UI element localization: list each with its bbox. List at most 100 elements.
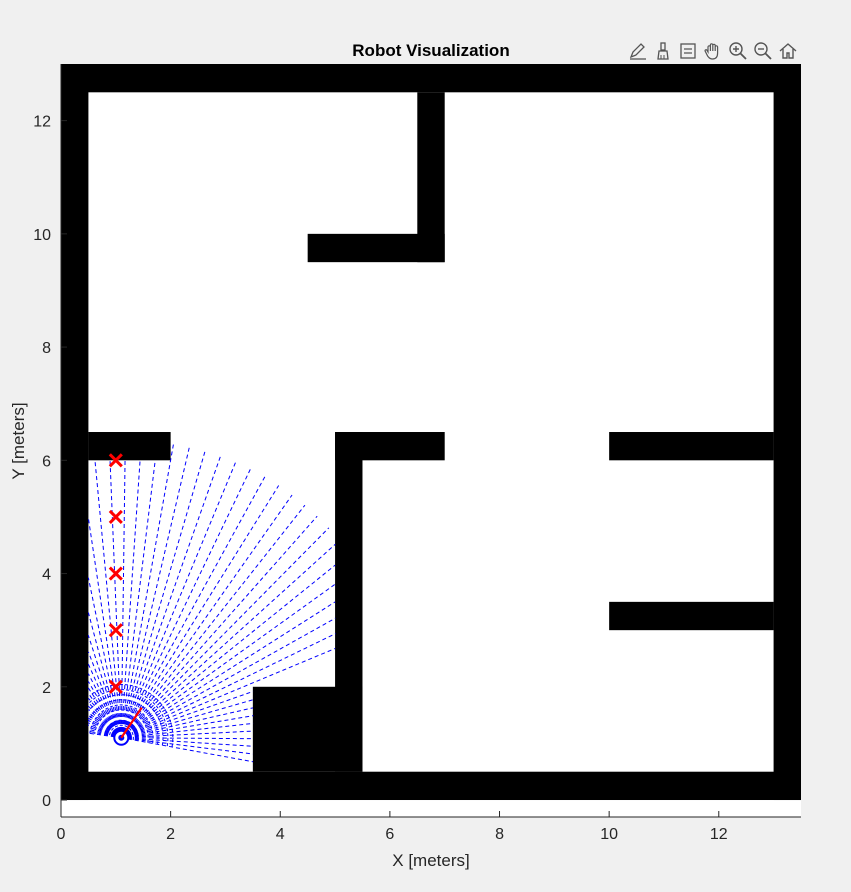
- lidar-ray: [125, 504, 306, 733]
- lidar-ray: [87, 730, 115, 737]
- lidar-ring: [88, 694, 164, 746]
- lidar-ring: [108, 724, 134, 740]
- robot-heading: [120, 706, 143, 739]
- lidar-ray: [88, 728, 116, 737]
- wall-upper-horizontal: [307, 233, 445, 263]
- lidar-ray: [127, 707, 254, 737]
- axes-toolbar: [627, 38, 799, 64]
- waypoint-x-stroke: [108, 679, 123, 694]
- lidar-ray: [125, 515, 318, 734]
- robot: [113, 706, 143, 746]
- pan-hand-icon[interactable]: [702, 40, 724, 62]
- lidar-ray: [87, 634, 120, 732]
- occupancy-map: [61, 64, 801, 801]
- lidar-ring: [88, 689, 169, 747]
- wall-right-lower-shelf: [609, 601, 774, 631]
- lidar-ray: [127, 722, 254, 738]
- lidar-ray: [87, 724, 116, 736]
- lidar-ray: [87, 663, 119, 732]
- figure-title: Robot Visualization: [352, 41, 509, 60]
- x-tick-label: 10: [600, 826, 618, 843]
- x-axis-label: X [meters]: [392, 851, 469, 870]
- axes: 0 2 4 6 8 10 12 0 2 4 6 8 10 12: [33, 64, 801, 843]
- waypoint-marker: [108, 679, 123, 694]
- lidar-ray: [127, 690, 254, 737]
- lidar-ray: [87, 719, 116, 736]
- lidar-ray: [87, 651, 120, 732]
- wall-left-shelf: [88, 432, 171, 461]
- lidar-ray: [126, 583, 336, 735]
- lidar-ray: [87, 697, 118, 733]
- waypoint-marker: [108, 453, 123, 468]
- y-tick-label: 0: [42, 793, 51, 810]
- zoom-out-icon[interactable]: [752, 40, 774, 62]
- lidar-ray: [127, 633, 336, 736]
- x-tick-label: 6: [385, 826, 394, 843]
- y-tick-label: 8: [42, 340, 51, 357]
- wall-left: [61, 64, 89, 801]
- lidar-ring: [89, 683, 174, 748]
- lidar-ray: [120, 459, 126, 731]
- lidar-ray: [121, 459, 141, 731]
- lidar-ray: [124, 494, 293, 733]
- x-tick-label: 0: [57, 826, 66, 843]
- block-bottom: [252, 686, 363, 772]
- y-tick-label: 4: [42, 567, 51, 584]
- wall-right-upper-shelf: [609, 432, 774, 461]
- lidar-ring: [88, 699, 159, 745]
- lidar-scan: [87, 442, 336, 763]
- lidar-ray: [127, 738, 254, 763]
- lidar-ray: [121, 460, 156, 732]
- brush-icon[interactable]: [652, 40, 674, 62]
- wall-right: [773, 64, 801, 801]
- y-tick-label: 6: [42, 453, 51, 470]
- lidar-ray: [127, 647, 336, 736]
- waypoint-x-stroke: [108, 453, 123, 468]
- wall-bottom: [61, 771, 801, 801]
- x-tick-label: 12: [710, 826, 728, 843]
- zoom-in-icon[interactable]: [727, 40, 749, 62]
- y-tick-label: 12: [33, 114, 51, 131]
- lidar-ray: [125, 543, 336, 734]
- lidar-ring: [104, 719, 139, 741]
- y-tick-label: 10: [33, 227, 51, 244]
- lidar-ray: [87, 681, 119, 733]
- lidar-ray: [125, 527, 330, 734]
- lidar-ray: [127, 699, 254, 737]
- lidar-ray: [126, 617, 336, 735]
- x-tick-label: 2: [166, 826, 175, 843]
- edit-plot-icon[interactable]: [627, 40, 649, 62]
- y-tick-label: 2: [42, 680, 51, 697]
- lidar-ray: [87, 722, 116, 736]
- wall-top: [61, 64, 801, 93]
- home-icon[interactable]: [777, 40, 799, 62]
- lidar-ring: [94, 709, 149, 743]
- lidar-ray: [126, 564, 336, 734]
- lidar-ray: [127, 715, 254, 738]
- lidar-ray: [87, 693, 118, 733]
- waypoint-x-stroke: [108, 623, 123, 638]
- lidar-ray: [88, 732, 115, 738]
- x-tick-label: 8: [495, 826, 504, 843]
- waypoint-x-stroke: [108, 509, 123, 524]
- waypoints: [108, 453, 123, 694]
- x-tick-label: 4: [276, 826, 285, 843]
- lidar-ray: [87, 687, 118, 733]
- lidar-ray: [87, 673, 119, 732]
- lidar-ray: [87, 717, 116, 735]
- lidar-ray: [87, 712, 117, 735]
- datatip-icon[interactable]: [677, 40, 699, 62]
- lidar-ray: [87, 577, 121, 732]
- waypoint-x-stroke: [108, 566, 123, 581]
- robot-body: [113, 729, 130, 746]
- lidar-ring: [99, 714, 144, 742]
- lidar-ray: [88, 726, 116, 737]
- waypoint-marker: [108, 623, 123, 638]
- waypoint-marker: [108, 509, 123, 524]
- lidar-ray: [127, 738, 254, 755]
- lidar-ray: [87, 715, 117, 735]
- lidar-ray: [126, 601, 336, 735]
- y-axis-label: Y [meters]: [9, 402, 28, 479]
- lidar-ray: [109, 459, 122, 731]
